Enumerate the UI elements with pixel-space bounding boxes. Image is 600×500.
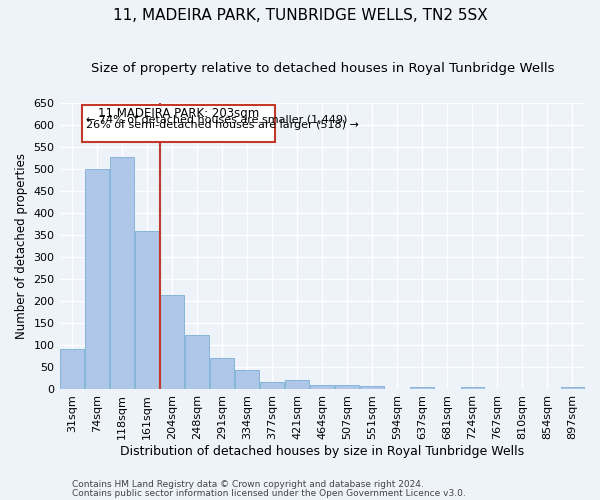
- Bar: [210, 358, 234, 389]
- Bar: [335, 384, 359, 389]
- Bar: [110, 157, 134, 389]
- Text: 11, MADEIRA PARK, TUNBRIDGE WELLS, TN2 5SX: 11, MADEIRA PARK, TUNBRIDGE WELLS, TN2 5…: [113, 8, 487, 22]
- Bar: [560, 387, 584, 389]
- Text: ← 74% of detached houses are smaller (1,449): ← 74% of detached houses are smaller (1,…: [86, 114, 347, 124]
- FancyBboxPatch shape: [82, 106, 275, 142]
- Bar: [461, 387, 484, 389]
- Bar: [361, 386, 384, 389]
- Bar: [135, 230, 159, 389]
- X-axis label: Distribution of detached houses by size in Royal Tunbridge Wells: Distribution of detached houses by size …: [120, 444, 524, 458]
- Bar: [286, 380, 309, 389]
- Y-axis label: Number of detached properties: Number of detached properties: [15, 153, 28, 339]
- Bar: [410, 387, 434, 389]
- Bar: [85, 169, 109, 389]
- Bar: [310, 384, 334, 389]
- Bar: [235, 370, 259, 389]
- Text: 26% of semi-detached houses are larger (518) →: 26% of semi-detached houses are larger (…: [86, 120, 359, 130]
- Text: 11 MADEIRA PARK: 203sqm: 11 MADEIRA PARK: 203sqm: [98, 108, 259, 120]
- Bar: [260, 382, 284, 389]
- Bar: [60, 350, 84, 389]
- Bar: [160, 296, 184, 389]
- Bar: [185, 336, 209, 389]
- Title: Size of property relative to detached houses in Royal Tunbridge Wells: Size of property relative to detached ho…: [91, 62, 554, 76]
- Text: Contains HM Land Registry data © Crown copyright and database right 2024.: Contains HM Land Registry data © Crown c…: [72, 480, 424, 489]
- Text: Contains public sector information licensed under the Open Government Licence v3: Contains public sector information licen…: [72, 488, 466, 498]
